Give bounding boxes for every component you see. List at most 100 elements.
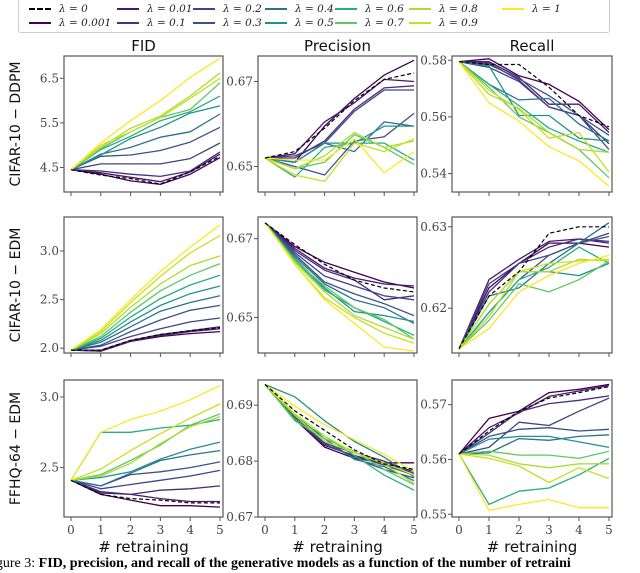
series-line bbox=[70, 234, 221, 351]
series-line bbox=[458, 427, 610, 455]
y-tick-label: 0.58 bbox=[420, 53, 447, 67]
x-tick-label: 4 bbox=[380, 523, 388, 537]
x-tick-label: 1 bbox=[291, 523, 299, 537]
series-line bbox=[264, 138, 415, 174]
legend-item: λ = 0.9 bbox=[409, 16, 478, 30]
series-line bbox=[70, 479, 221, 496]
series-line bbox=[458, 61, 610, 150]
series-line bbox=[458, 61, 610, 128]
series-line bbox=[264, 138, 415, 183]
legend-label: λ = 0.8 bbox=[439, 3, 478, 15]
row-label: FFHQ-64 − EDM bbox=[8, 392, 24, 505]
panel-title: Precision bbox=[304, 37, 371, 55]
legend-item: λ = 0.5 bbox=[265, 16, 334, 30]
series-line bbox=[264, 222, 415, 323]
y-tick-label: 2.5 bbox=[40, 461, 59, 475]
legend-swatch bbox=[29, 22, 51, 24]
legend-label: λ = 0.3 bbox=[223, 17, 262, 29]
legend-item: λ = 0.6 bbox=[335, 2, 404, 16]
series-line bbox=[265, 85, 415, 159]
series-line bbox=[70, 403, 221, 481]
series-line bbox=[458, 226, 609, 350]
series-line bbox=[264, 131, 415, 170]
plot-frame bbox=[257, 55, 418, 193]
legend-item: λ = 0.3 bbox=[193, 16, 262, 30]
legend-swatch bbox=[193, 8, 215, 10]
legend-swatch bbox=[409, 8, 431, 10]
legend-label: λ = 0.4 bbox=[295, 3, 334, 15]
x-tick-label: 0 bbox=[455, 523, 463, 537]
legend-swatch bbox=[335, 22, 357, 24]
legend-item: λ = 0.4 bbox=[265, 2, 334, 16]
x-tick-label: 5 bbox=[216, 523, 224, 537]
series-line bbox=[458, 61, 610, 153]
series-line bbox=[458, 453, 609, 469]
series-line bbox=[264, 384, 415, 471]
plot-frame bbox=[451, 379, 613, 518]
chart-panel: 0.62 0.63 bbox=[420, 216, 613, 357]
series-line bbox=[264, 384, 415, 476]
series-line bbox=[70, 416, 221, 481]
series-line bbox=[264, 78, 415, 159]
series-line bbox=[70, 57, 221, 171]
series-line bbox=[70, 441, 221, 481]
series-line bbox=[458, 453, 610, 484]
series-line bbox=[458, 61, 610, 142]
series-line bbox=[458, 61, 610, 136]
legend-item: λ = 1 bbox=[502, 2, 561, 16]
series-line bbox=[458, 397, 610, 455]
plot-frame bbox=[257, 216, 418, 354]
series-line bbox=[264, 222, 415, 340]
plot-frame bbox=[257, 379, 418, 518]
series-line bbox=[70, 285, 221, 351]
legend-item: λ = 0.01 bbox=[117, 2, 193, 16]
series-line bbox=[70, 479, 220, 504]
y-tick-label: 3.0 bbox=[40, 390, 59, 404]
series-line bbox=[458, 254, 610, 350]
y-tick-label: 4.5 bbox=[40, 160, 59, 174]
series-line bbox=[70, 295, 221, 351]
series-line bbox=[264, 222, 415, 287]
y-tick-label: 0.57 bbox=[420, 398, 447, 412]
x-tick-label: 3 bbox=[157, 523, 165, 537]
series-line bbox=[70, 72, 221, 171]
series-line bbox=[264, 384, 415, 486]
series-line bbox=[264, 222, 415, 301]
series-line bbox=[70, 304, 221, 351]
panel-title: Recall bbox=[510, 37, 555, 55]
y-tick-label: 0.67 bbox=[226, 232, 253, 246]
x-tick-label: 0 bbox=[261, 523, 269, 537]
series-line bbox=[458, 258, 610, 350]
series-line bbox=[458, 238, 610, 350]
legend-swatch bbox=[193, 22, 215, 24]
x-axis-label: # retraining bbox=[98, 538, 189, 556]
series-line bbox=[70, 255, 221, 351]
legend-label: λ = 0.5 bbox=[295, 17, 334, 29]
series-line bbox=[264, 222, 415, 352]
x-tick-label: 3 bbox=[545, 523, 553, 537]
legend-label: λ = 0.9 bbox=[439, 17, 478, 29]
series-line bbox=[70, 155, 221, 185]
legend-label: λ = 0.1 bbox=[147, 17, 186, 29]
x-tick-label: 5 bbox=[605, 523, 613, 537]
y-tick-label: 2.0 bbox=[40, 341, 59, 355]
x-tick-label: 2 bbox=[321, 523, 329, 537]
series-line bbox=[70, 153, 221, 183]
series-line bbox=[458, 61, 610, 142]
series-line bbox=[458, 222, 610, 350]
series-line bbox=[264, 384, 415, 484]
x-tick-label: 2 bbox=[515, 523, 523, 537]
series-line bbox=[458, 383, 610, 455]
series-line bbox=[70, 469, 221, 490]
chart-panel: 2.0 2.5 3.0 CIFAR-10 − EDM bbox=[8, 216, 224, 357]
legend-item: λ = 0.1 bbox=[117, 16, 186, 30]
series-line bbox=[458, 450, 610, 460]
series-line bbox=[70, 328, 221, 352]
series-line bbox=[458, 453, 610, 506]
legend-swatch bbox=[335, 8, 357, 10]
chart-panel: 0.67 0.68 0.69 0 1 2 3 4 5 # retraining bbox=[226, 379, 418, 556]
plot-frame bbox=[63, 379, 224, 518]
x-axis-label: # retraining bbox=[487, 538, 578, 556]
series-line bbox=[70, 126, 221, 171]
